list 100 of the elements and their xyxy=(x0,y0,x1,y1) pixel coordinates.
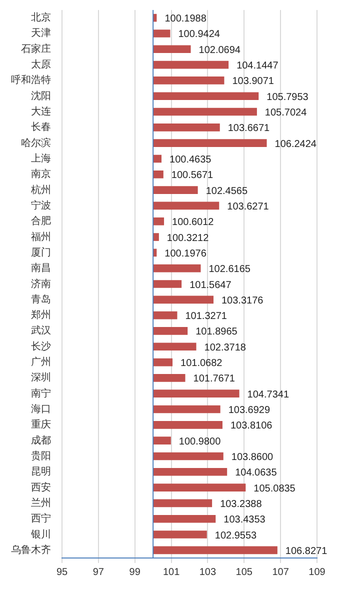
bar xyxy=(153,484,246,492)
data-label: 100.6012 xyxy=(172,217,214,228)
y-tick-label: 贵阳 xyxy=(31,450,51,462)
y-tick-label: 南宁 xyxy=(31,387,51,400)
bar xyxy=(153,436,171,444)
y-tick-label: 成都 xyxy=(31,434,51,446)
bar xyxy=(153,546,278,554)
y-tick-label: 长春 xyxy=(31,121,51,134)
y-tick-label: 沈阳 xyxy=(31,90,51,102)
data-label: 103.6671 xyxy=(228,123,270,134)
y-tick-label: 海口 xyxy=(31,403,51,416)
y-tick-label: 南京 xyxy=(31,168,51,180)
y-tick-label: 厦门 xyxy=(31,246,51,258)
bar xyxy=(153,468,228,476)
x-tick-label: 105 xyxy=(236,566,253,578)
bar xyxy=(153,327,188,335)
x-tick-label: 107 xyxy=(272,566,290,578)
data-label: 101.3271 xyxy=(185,311,228,322)
y-tick-label: 兰州 xyxy=(31,496,51,509)
data-label: 105.0835 xyxy=(254,483,296,494)
data-label: 103.6271 xyxy=(227,201,270,212)
bar xyxy=(153,342,196,351)
y-tick-label: 乌鲁木齐 xyxy=(11,544,51,556)
data-label: 103.2388 xyxy=(220,498,262,510)
y-tick-label: 西安 xyxy=(31,481,51,494)
data-label: 106.2424 xyxy=(274,138,317,150)
data-label: 103.4353 xyxy=(224,514,266,526)
y-tick-label: 广州 xyxy=(31,356,51,368)
bar xyxy=(153,421,222,429)
data-label: 102.9553 xyxy=(214,530,258,542)
x-tick-label: 103 xyxy=(199,566,216,578)
y-tick-label: 福州 xyxy=(31,230,51,243)
bar xyxy=(153,358,173,366)
y-tick-label: 长沙 xyxy=(31,340,51,352)
bar xyxy=(153,170,164,178)
bar xyxy=(153,154,162,163)
y-tick-label: 重庆 xyxy=(31,418,51,431)
y-tick-label: 北京 xyxy=(31,12,51,24)
y-tick-label: 合肥 xyxy=(31,215,51,228)
bar xyxy=(153,452,224,460)
y-tick-label: 宁波 xyxy=(31,199,51,212)
y-tick-label: 石家庄 xyxy=(21,42,51,55)
y-tick-label: 深圳 xyxy=(31,372,51,384)
y-tick-label: 济南 xyxy=(31,278,51,290)
data-label: 105.7953 xyxy=(266,92,309,103)
bar xyxy=(153,390,240,398)
y-tick-label: 郑州 xyxy=(31,309,51,322)
data-label: 101.7671 xyxy=(193,374,236,385)
data-label: 102.3718 xyxy=(204,342,246,354)
y-tick-label: 上海 xyxy=(31,152,51,164)
data-label: 100.9800 xyxy=(178,436,222,448)
bar xyxy=(153,76,224,84)
y-tick-label: 青岛 xyxy=(31,293,51,306)
bar xyxy=(153,92,259,100)
y-tick-label: 天津 xyxy=(31,27,51,40)
bar xyxy=(153,405,220,414)
bar xyxy=(153,108,257,116)
y-tick-label: 呼和浩特 xyxy=(11,74,51,86)
bar xyxy=(153,45,191,54)
y-tick-label: 银川 xyxy=(30,528,51,540)
y-tick-label: 太原 xyxy=(31,58,51,71)
y-tick-label: 杭州 xyxy=(30,184,51,196)
data-label: 100.9424 xyxy=(178,29,220,40)
data-label: 103.8106 xyxy=(230,420,273,432)
data-label: 100.3212 xyxy=(166,232,210,244)
data-label: 104.0635 xyxy=(235,468,278,479)
y-tick-label: 南昌 xyxy=(31,262,51,274)
data-label: 104.1447 xyxy=(236,60,279,72)
bar xyxy=(153,60,229,69)
bar xyxy=(153,186,198,194)
bar xyxy=(153,514,216,523)
x-tick-label: 99 xyxy=(129,566,141,578)
bar xyxy=(153,264,201,272)
x-tick-label: 109 xyxy=(308,566,326,578)
data-label: 101.5647 xyxy=(190,280,232,291)
bar xyxy=(153,30,170,38)
bar xyxy=(153,280,182,288)
data-label: 100.5671 xyxy=(171,170,214,182)
data-label: 103.3176 xyxy=(222,295,264,306)
data-label: 100.1988 xyxy=(164,14,207,25)
bar xyxy=(153,233,159,241)
x-tick-label: 97 xyxy=(92,566,104,578)
data-label: 103.8600 xyxy=(231,452,274,463)
bar xyxy=(153,217,164,226)
y-tick-label: 武汉 xyxy=(31,324,51,337)
y-tick-label: 昆明 xyxy=(31,466,51,478)
x-tick-label: 95 xyxy=(56,566,68,578)
data-label: 105.7024 xyxy=(264,108,308,119)
bar xyxy=(153,139,267,147)
bar xyxy=(153,202,220,210)
data-label: 102.0694 xyxy=(198,44,241,56)
bar xyxy=(153,296,214,304)
bar xyxy=(153,311,178,320)
data-label: 103.6929 xyxy=(228,405,270,416)
bar xyxy=(153,124,220,132)
bar xyxy=(153,530,207,538)
y-tick-label: 西宁 xyxy=(31,512,51,525)
data-label: 101.8965 xyxy=(196,326,238,338)
data-label: 100.4635 xyxy=(170,154,212,166)
data-label: 100.1976 xyxy=(164,248,207,260)
